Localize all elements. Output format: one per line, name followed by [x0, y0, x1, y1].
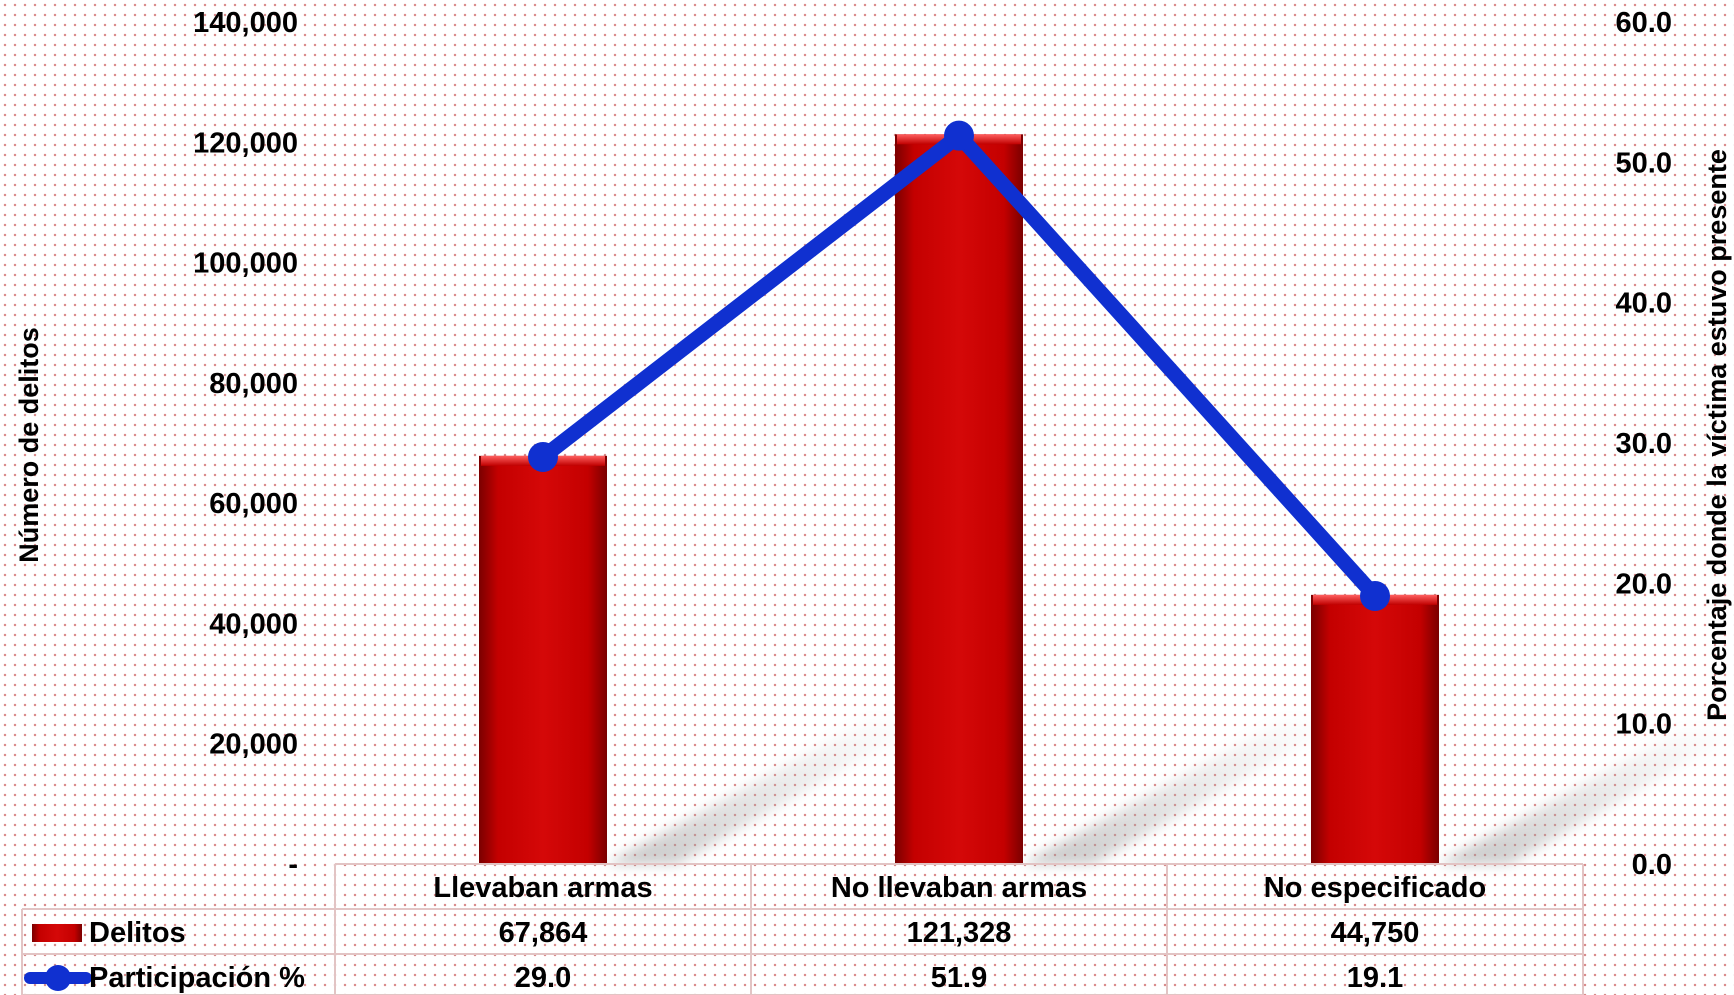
bar [1311, 594, 1439, 864]
data-table: Llevaban armas No llevaban armas No especi… [21, 863, 1584, 995]
left-tick-label: 120,000 [193, 127, 298, 159]
right-axis-title: Porcentaje donde la víctima estuvo prese… [1702, 149, 1732, 721]
table-cell: 51.9 [931, 962, 987, 994]
table-row-label: Participación % [89, 962, 305, 994]
table-cell: 29.0 [515, 962, 571, 994]
table-cell: 19.1 [1347, 962, 1403, 994]
right-tick-label: 50.0 [1616, 147, 1672, 179]
category-label: Llevaban armas [433, 872, 652, 904]
table-cell: 44,750 [1331, 917, 1420, 949]
left-tick-label: 140,000 [193, 7, 298, 39]
bars [479, 134, 1439, 865]
left-tick-label: 40,000 [209, 608, 298, 640]
left-tick-label: 60,000 [209, 488, 298, 520]
legend-key-marker [45, 965, 71, 991]
right-axis-ticks: 0.0 10.0 20.0 30.0 40.0 50.0 60.0 [1616, 7, 1672, 881]
bar-shadow [1023, 721, 1343, 864]
right-tick-label: 20.0 [1616, 568, 1672, 600]
right-tick-label: 40.0 [1616, 288, 1672, 320]
participation-point [1360, 580, 1390, 611]
bar [479, 455, 607, 864]
bar-shadow [1439, 730, 1734, 864]
left-tick-label: 100,000 [193, 248, 298, 280]
participation-point [528, 442, 558, 473]
bar [895, 134, 1023, 865]
left-tick-label: 80,000 [209, 368, 298, 400]
bar-shadows [607, 721, 1734, 864]
category-label: No llevaban armas [831, 872, 1087, 904]
right-tick-label: 30.0 [1616, 428, 1672, 460]
participation-point [944, 120, 974, 151]
right-tick-label: 60.0 [1616, 7, 1672, 39]
table-row-label: Delitos [89, 917, 186, 949]
left-tick-label: 20,000 [209, 729, 298, 761]
right-tick-label: 10.0 [1616, 709, 1672, 741]
left-tick-label: - [288, 849, 298, 881]
category-label: No especificado [1264, 872, 1486, 904]
table-cell: 121,328 [907, 917, 1012, 949]
bar-shadow [607, 721, 927, 864]
right-tick-label: 0.0 [1632, 849, 1672, 881]
table-cell: 67,864 [499, 917, 588, 949]
left-axis-title: Número de delitos [14, 327, 44, 563]
participation-line [528, 120, 1390, 611]
legend-key-bar [32, 924, 82, 942]
left-axis-ticks: - 20,000 40,000 60,000 80,000 100,000 120,000 1… [193, 7, 298, 881]
